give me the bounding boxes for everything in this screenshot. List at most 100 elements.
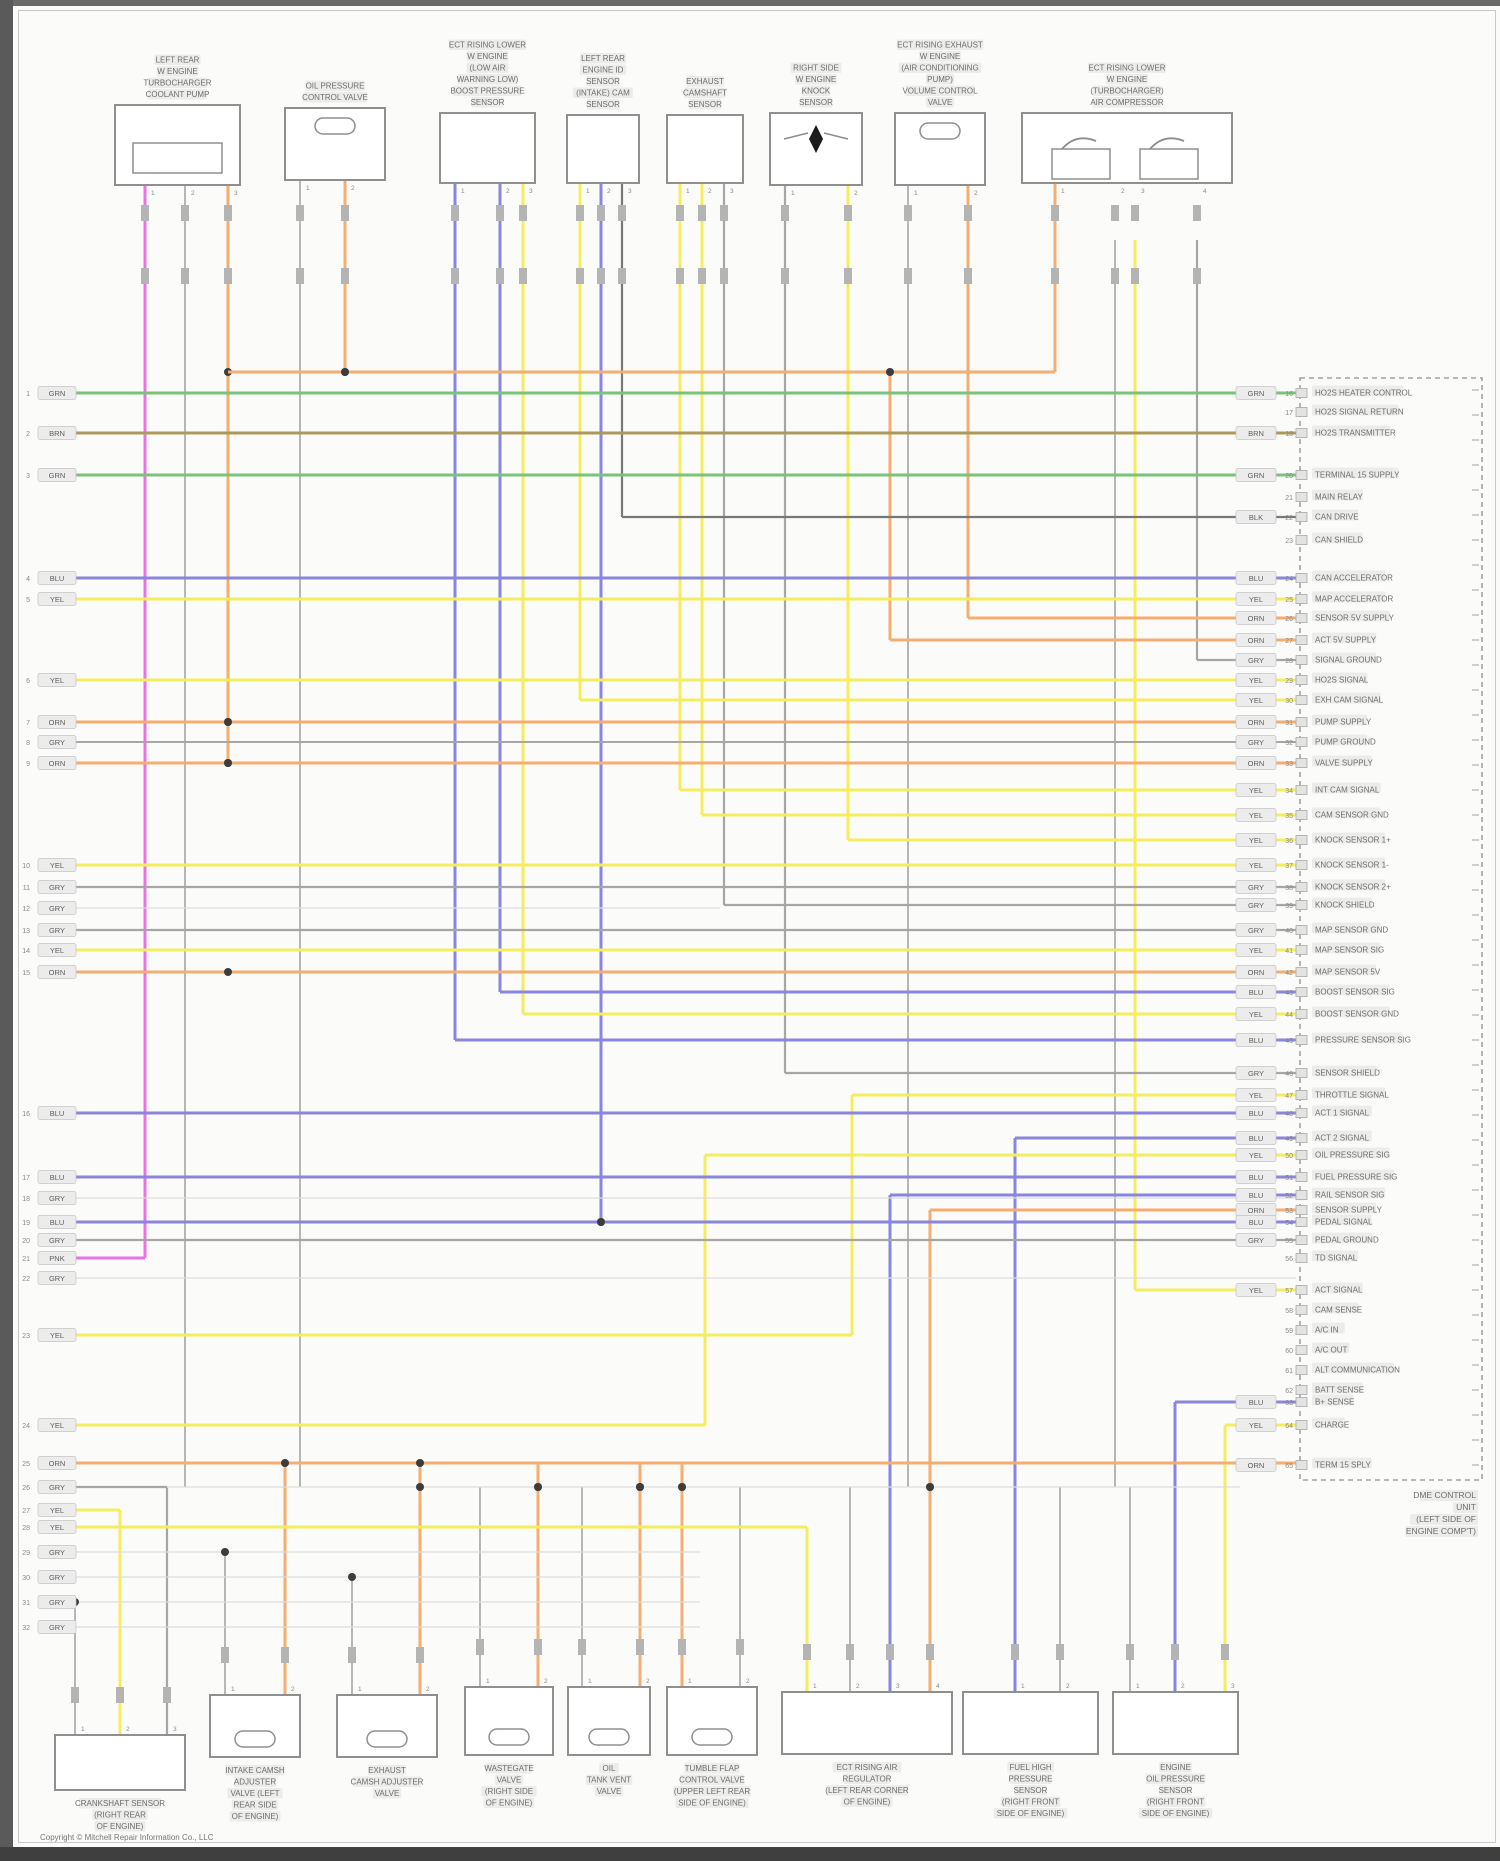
ecm-wire-code-label: YEL bbox=[1249, 595, 1263, 604]
component-label-line: SIDE OF ENGINE) bbox=[1142, 1809, 1210, 1818]
component-label-strip bbox=[686, 76, 724, 87]
component-label-line: CAMSH ADJUSTER bbox=[351, 1778, 424, 1787]
component-label-line: (RIGHT REAR bbox=[94, 1811, 146, 1820]
wire-code-label: PNK bbox=[49, 1254, 64, 1263]
ecm-wire-code-label: BLU bbox=[1249, 988, 1264, 997]
component-label-strip bbox=[78, 1798, 162, 1809]
ecm-wire-code-box bbox=[1235, 1395, 1277, 1409]
ecm-pin-name-strip bbox=[1312, 532, 1363, 544]
wire-code-label: BLU bbox=[50, 1173, 65, 1182]
ecm-wire-code-label: GRY bbox=[1248, 656, 1264, 665]
junction-dot bbox=[886, 368, 894, 376]
wire-code-label: GRY bbox=[49, 1236, 65, 1245]
ecm-pin-name-strip bbox=[1312, 652, 1377, 664]
component-label-line: VALVE bbox=[375, 1789, 400, 1798]
ecm-pin-box bbox=[1295, 407, 1308, 417]
component-box bbox=[54, 1734, 186, 1791]
ecm-wire-code-box bbox=[1235, 693, 1277, 707]
wire-code-box bbox=[37, 715, 77, 729]
ecm-pin-name-strip bbox=[1312, 964, 1377, 976]
ecm-wire-code-label: YEL bbox=[1249, 946, 1263, 955]
ecm-pin-box bbox=[1295, 1385, 1308, 1395]
ecm-pin-number: 39 bbox=[1285, 903, 1293, 910]
connector-mark bbox=[519, 268, 527, 284]
ecm-pin-name: MAP ACCELERATOR bbox=[1315, 595, 1393, 604]
left-pin-number: 9 bbox=[26, 761, 30, 768]
component-pin-number: 3 bbox=[529, 188, 533, 195]
ecm-pin-name: BOOST SENSOR SIG bbox=[1315, 988, 1395, 997]
ecm-pin-number: 33 bbox=[1285, 761, 1293, 768]
copyright-text: Copyright © Mitchell Repair Information … bbox=[40, 1833, 214, 1842]
component-label-line: OF ENGINE) bbox=[97, 1822, 144, 1831]
wire-code-label: GRY bbox=[49, 883, 65, 892]
connector-mark bbox=[886, 1644, 894, 1660]
component-label-line: VALVE bbox=[497, 1776, 522, 1785]
ecm-pin-name: ACT SIGNAL bbox=[1315, 1286, 1363, 1295]
component-label-line: WASTEGATE bbox=[484, 1764, 533, 1773]
ecm-wire-code-box bbox=[1235, 1106, 1277, 1120]
ecm-pin-name-strip bbox=[1312, 734, 1368, 746]
component-label-strip bbox=[227, 1788, 283, 1799]
ecm-pin-name-strip bbox=[1312, 1250, 1359, 1262]
ecm-wire-code-box bbox=[1235, 1188, 1277, 1202]
connector-mark bbox=[1111, 268, 1119, 284]
component-label-line: OIL PRESSURE bbox=[306, 82, 365, 91]
component-label-strip bbox=[585, 1774, 633, 1785]
junction-dot bbox=[636, 1483, 644, 1491]
connector-mark bbox=[781, 268, 789, 284]
ecm-pin-name-strip bbox=[1312, 591, 1386, 603]
ecm-pin-name-strip bbox=[1312, 610, 1390, 622]
wire-code-box bbox=[37, 1170, 77, 1184]
solenoid-symbol-icon bbox=[588, 1728, 630, 1746]
left-pin-number: 17 bbox=[22, 1175, 30, 1182]
ecm-pin-box bbox=[1295, 1108, 1308, 1118]
ecm-pin-name-strip bbox=[1312, 632, 1377, 644]
component-label-line: (LEFT REAR CORNER bbox=[825, 1786, 909, 1795]
connector-mark bbox=[1011, 1644, 1019, 1660]
ecm-pin-name: A/C IN bbox=[1315, 1326, 1339, 1335]
ecm-pin-number: 20 bbox=[1285, 473, 1293, 480]
ecm-pin-box bbox=[1295, 945, 1308, 955]
ecm-pin-box bbox=[1295, 1397, 1308, 1407]
connector-mark bbox=[1171, 1644, 1179, 1660]
wire-code-box bbox=[37, 880, 77, 894]
connector-mark bbox=[1193, 268, 1201, 284]
ecm-pin-number: 45 bbox=[1285, 1038, 1293, 1045]
scan-edge-left bbox=[0, 0, 13, 1861]
connector-mark bbox=[844, 268, 852, 284]
connector-mark bbox=[534, 1639, 542, 1655]
wire-code-label: GRY bbox=[49, 1573, 65, 1582]
wire-code-label: YEL bbox=[50, 1331, 64, 1340]
junction-dot bbox=[224, 968, 232, 976]
ecm-wire-code-box bbox=[1235, 386, 1277, 400]
ecm-pin-name-strip bbox=[1312, 489, 1363, 501]
component-label-line: PRESSURE bbox=[1008, 1775, 1052, 1784]
connector-mark bbox=[163, 1687, 171, 1703]
component-pin-number: 3 bbox=[1231, 1683, 1235, 1690]
junction-dot bbox=[341, 368, 349, 376]
component-label-strip bbox=[231, 1799, 279, 1810]
injector-symbol-icon bbox=[809, 125, 823, 153]
ecm-pin-number: 51 bbox=[1285, 1175, 1293, 1182]
component-label-strip bbox=[147, 89, 208, 100]
switch-frame-icon bbox=[1051, 148, 1111, 180]
ecm-pin-box bbox=[1295, 1009, 1308, 1019]
ecm-pin-box bbox=[1295, 860, 1308, 870]
component-label-strip bbox=[448, 39, 527, 50]
ecm-pin-box bbox=[1295, 1325, 1308, 1335]
ecm-wire-code-label: GRN bbox=[1248, 389, 1265, 398]
component-pin-number: 2 bbox=[708, 188, 712, 195]
connector-mark bbox=[416, 1647, 424, 1663]
left-pin-number: 5 bbox=[26, 597, 30, 604]
component-label-line: W ENGINE bbox=[920, 52, 960, 61]
connector-mark bbox=[496, 268, 504, 284]
connector-mark bbox=[576, 268, 584, 284]
component-label-strip bbox=[483, 1797, 535, 1808]
ecm-pin-name: MAP SENSOR SIG bbox=[1315, 946, 1384, 955]
wire-code-box bbox=[37, 1570, 77, 1584]
ecm-pin-name-strip bbox=[1312, 807, 1381, 819]
ecm-wire-code-label: GRY bbox=[1248, 883, 1264, 892]
component-label-line: W ENGINE bbox=[1107, 75, 1147, 84]
left-pin-number: 14 bbox=[22, 948, 30, 955]
connector-mark bbox=[451, 205, 459, 221]
